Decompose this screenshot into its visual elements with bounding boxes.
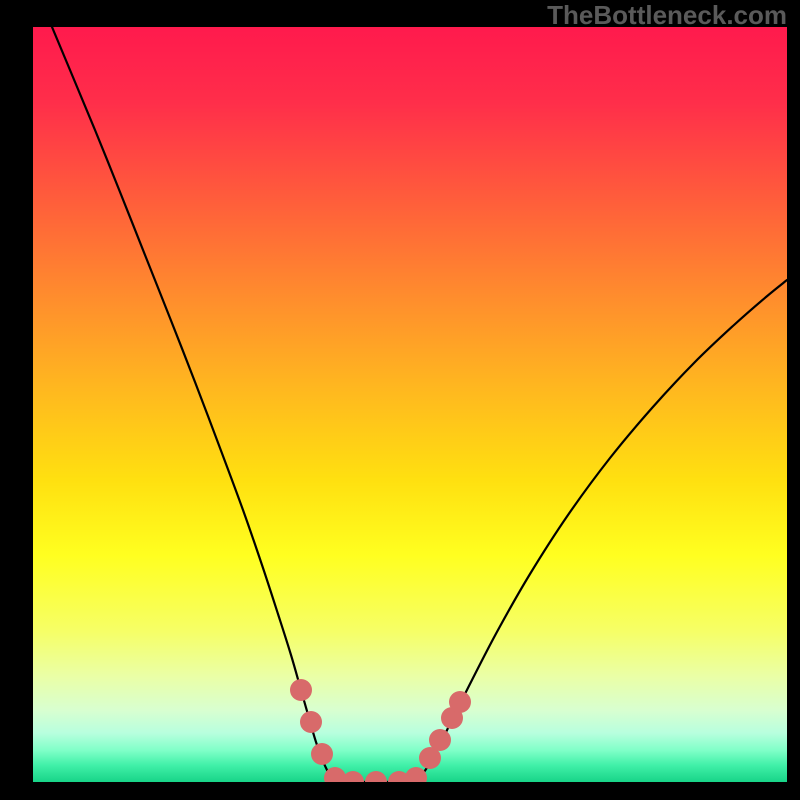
- bottleneck-curve: [52, 27, 787, 782]
- bottleneck-marker: [449, 691, 471, 713]
- bottleneck-marker: [311, 743, 333, 765]
- bottleneck-marker: [290, 679, 312, 701]
- curve-layer: [33, 27, 787, 782]
- plot-area: [33, 27, 787, 782]
- bottleneck-marker: [300, 711, 322, 733]
- watermark-text: TheBottleneck.com: [547, 0, 787, 31]
- bottleneck-marker: [405, 767, 427, 782]
- bottleneck-marker: [429, 729, 451, 751]
